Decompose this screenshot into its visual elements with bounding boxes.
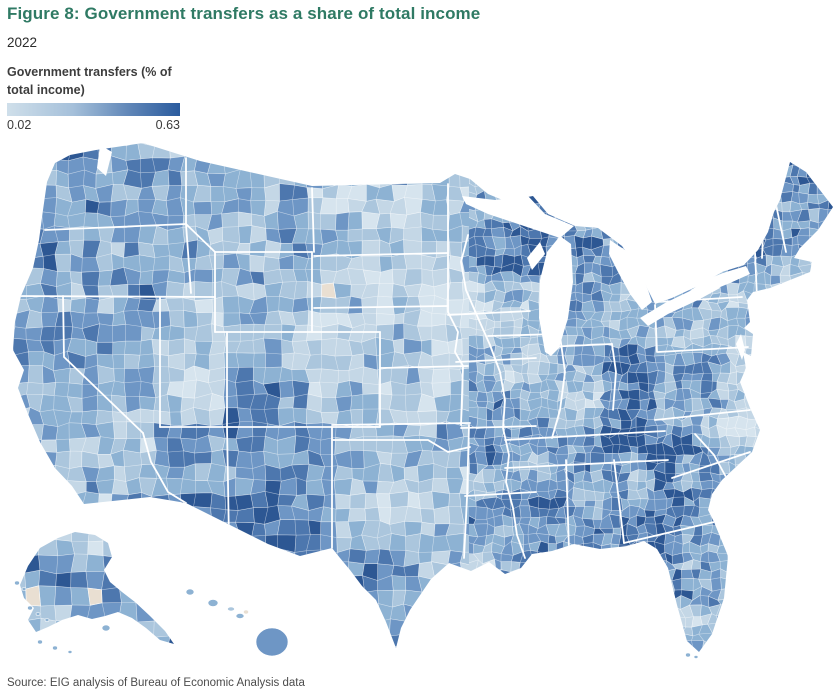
figure-title: Figure 8: Government transfers as a shar… [7,4,481,23]
legend-min-label: 0.02 [7,118,32,132]
legend-title: Government transfers (% of total income) [7,64,207,99]
legend-max-label: 0.63 [155,118,180,132]
figure-year: 2022 [7,35,38,50]
legend-title-line1: Government transfers (% of [7,65,172,79]
source-note: Source: EIG analysis of Bureau of Econom… [7,677,305,689]
legend-gradient-bar [7,103,180,116]
legend-title-line2: total income) [7,82,85,97]
legend: Government transfers (% of total income)… [7,64,207,132]
legend-scale: 0.02 0.63 [7,118,180,132]
